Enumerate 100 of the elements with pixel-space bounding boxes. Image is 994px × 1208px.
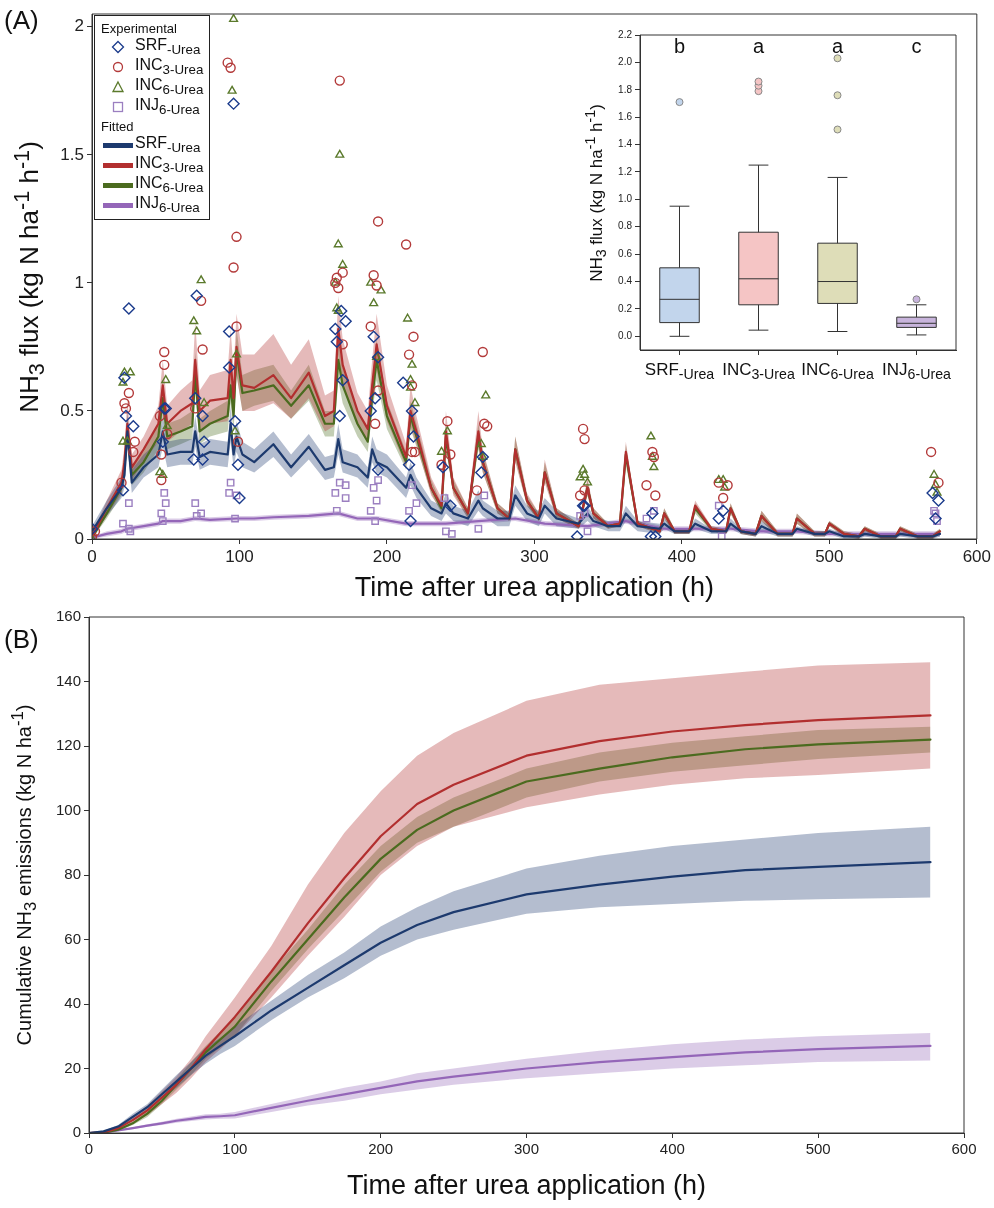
y-tick-label: 0 <box>74 528 84 548</box>
text: (B) <box>4 624 39 655</box>
point <box>161 499 170 508</box>
point <box>930 506 938 515</box>
point <box>155 467 165 476</box>
point <box>124 499 133 508</box>
point <box>122 436 132 445</box>
point <box>578 464 588 473</box>
point <box>118 371 131 384</box>
point <box>579 469 590 478</box>
x-tick-label: 600 <box>951 1140 977 1158</box>
point <box>156 435 169 448</box>
x-tick-label: INC$_{6-Urea}$ <box>801 360 874 383</box>
point <box>412 499 421 508</box>
point <box>227 85 237 94</box>
y-tick-label: 0.6 <box>618 247 633 259</box>
point <box>405 375 416 384</box>
y-tick-label: 1.4 <box>618 138 633 150</box>
y-tick-label: 1 <box>74 272 84 292</box>
y-tick-label: 40 <box>64 994 81 1012</box>
x-tick-label: 100 <box>222 1140 248 1158</box>
y-tick-label: 0.0 <box>618 330 633 342</box>
point <box>329 322 342 336</box>
point <box>162 421 172 430</box>
x-tick-label: SRF$_{-Urea}$ <box>644 360 715 383</box>
point <box>444 499 457 512</box>
legend-label: INC$_{3-Urea}$ <box>135 154 204 176</box>
point <box>225 489 234 497</box>
point <box>367 330 380 343</box>
point <box>161 375 171 384</box>
point <box>157 509 166 518</box>
point <box>335 149 345 158</box>
y-tick-label: 100 <box>55 800 81 818</box>
point <box>442 527 450 536</box>
point <box>371 463 385 477</box>
point <box>124 524 133 533</box>
point <box>160 489 169 497</box>
point <box>366 506 375 515</box>
y-tick-label: 2.0 <box>618 56 633 68</box>
point <box>476 439 486 448</box>
x-tick-label: 600 <box>962 546 992 566</box>
y-tick-label: 120 <box>55 736 81 754</box>
point <box>122 302 136 315</box>
point <box>231 458 245 471</box>
legend-label: SRF$_{-Urea}$ <box>135 36 201 58</box>
point <box>371 517 380 525</box>
point <box>335 478 344 487</box>
point <box>118 436 128 445</box>
point <box>368 391 382 405</box>
point <box>929 469 939 478</box>
point <box>481 390 491 399</box>
x-tick-label: 100 <box>225 546 254 566</box>
point <box>475 466 488 479</box>
point <box>582 477 593 486</box>
point <box>231 514 239 523</box>
y-tick-label: 0.2 <box>618 302 633 314</box>
annotation: c <box>911 34 922 57</box>
point <box>197 509 206 518</box>
point <box>222 325 236 338</box>
point <box>402 458 416 471</box>
point <box>714 501 723 510</box>
point <box>222 361 236 374</box>
point <box>190 289 203 302</box>
point <box>442 426 452 435</box>
point <box>119 367 130 376</box>
point <box>407 359 417 368</box>
point <box>228 14 239 23</box>
point <box>197 435 211 448</box>
point <box>649 506 658 515</box>
x-tick-label: INJ$_{6-Urea}$ <box>882 360 951 383</box>
point <box>233 491 246 505</box>
point <box>125 367 135 376</box>
point <box>330 335 343 349</box>
point <box>187 453 200 466</box>
point <box>926 486 939 500</box>
point <box>189 391 202 405</box>
x-tick-label: 200 <box>372 546 402 566</box>
x-tick-label: 200 <box>368 1140 394 1158</box>
y-tick-label: 160 <box>55 607 81 625</box>
annotation: a <box>752 34 765 57</box>
point <box>231 349 242 358</box>
point <box>341 481 350 490</box>
point <box>646 431 656 440</box>
legend-title: Experimental <box>101 21 178 36</box>
point <box>199 398 209 407</box>
point <box>436 446 447 455</box>
point <box>718 474 728 484</box>
legend-label: INJ$_{6-Urea}$ <box>135 96 200 118</box>
point <box>402 313 413 322</box>
x-tick-label: 500 <box>805 1140 831 1158</box>
point <box>339 315 352 328</box>
point <box>119 409 133 423</box>
x-tick-label: 400 <box>667 546 697 566</box>
y-tick-label: 0 <box>72 1123 81 1141</box>
point <box>717 532 726 539</box>
point <box>369 298 379 307</box>
point <box>480 491 489 500</box>
point <box>119 519 127 528</box>
point <box>336 374 349 387</box>
point <box>228 415 242 428</box>
